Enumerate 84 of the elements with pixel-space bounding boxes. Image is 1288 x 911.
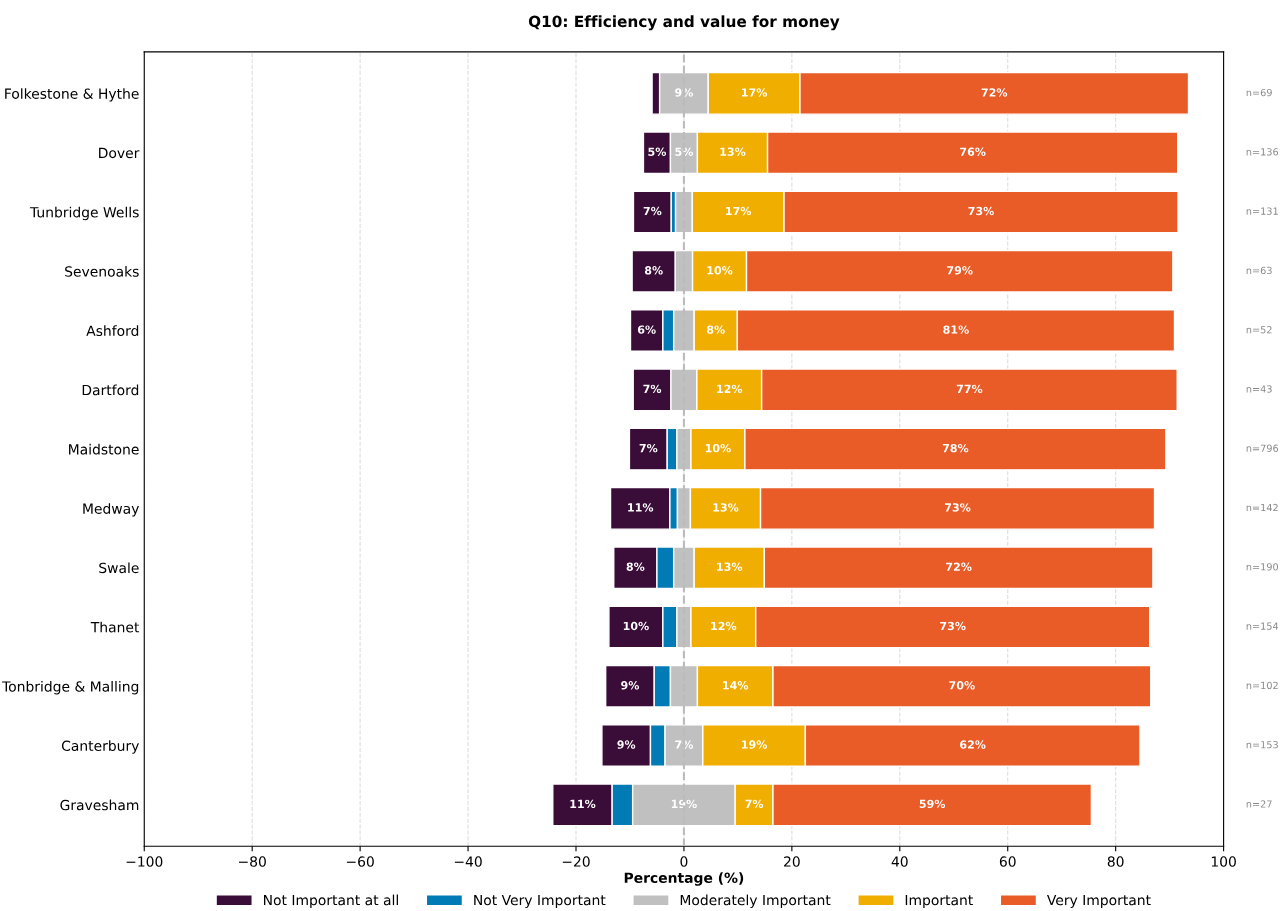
data-label: 72% xyxy=(946,562,972,571)
data-label: 13% xyxy=(717,562,743,571)
data-label: 73% xyxy=(940,621,966,631)
bar xyxy=(632,190,672,234)
data-label: 8% xyxy=(707,325,725,334)
data-label: 7% xyxy=(639,443,658,453)
y-tick-label: Tonbridge & Malling xyxy=(2,680,139,695)
y-tick-label: Maidstone xyxy=(69,443,139,455)
text: n=63 xyxy=(1246,266,1272,275)
data-label: 10% xyxy=(707,266,733,275)
y-tick-label: Canterbury xyxy=(61,740,139,754)
data-label: 59% xyxy=(919,799,946,809)
y-tick-label: Tunbridge Wells xyxy=(29,206,139,221)
legend-label: Not Very Important xyxy=(474,894,606,909)
y-tick-label: Gravesham xyxy=(60,799,139,811)
data-label: 7% xyxy=(643,384,662,394)
y-tick-label: Dartford xyxy=(82,384,139,396)
data-label: 19% xyxy=(742,740,768,749)
data-label: 62% xyxy=(960,740,986,749)
data-label: 14% xyxy=(723,681,749,690)
y-tick-label: Medway xyxy=(83,503,139,517)
data-label: 5% xyxy=(675,147,694,156)
data-label: 7% xyxy=(745,799,764,809)
x-tick-label: −20 xyxy=(562,856,590,867)
data-label: 11% xyxy=(628,503,654,512)
data-label: 10% xyxy=(623,621,649,631)
text: n=190 xyxy=(1246,563,1279,571)
text: n=153 xyxy=(1246,741,1278,749)
data-label: 17% xyxy=(742,88,768,97)
x-tick-label: −60 xyxy=(346,856,374,867)
data-label: 11% xyxy=(570,799,596,809)
data-label: 9% xyxy=(617,740,636,749)
y-tick-label: Dover xyxy=(99,147,140,159)
x-tick-label: 20 xyxy=(784,856,800,867)
text: n=69 xyxy=(1246,88,1272,97)
text: n=102 xyxy=(1246,681,1278,690)
data-label: 12% xyxy=(711,621,737,631)
x-tick-label: −100 xyxy=(126,856,163,867)
data-label: 17% xyxy=(726,206,752,216)
data-label: 7% xyxy=(643,206,662,216)
data-label: 73% xyxy=(968,206,994,216)
data-label: 70% xyxy=(949,681,975,690)
y-tick-label: Thanet xyxy=(90,621,140,633)
data-label: 76% xyxy=(960,147,986,156)
data-label: 13% xyxy=(720,147,746,156)
data-label: 81% xyxy=(943,325,969,334)
data-label: 77% xyxy=(956,384,983,394)
legend-label: Moderately Important xyxy=(680,894,831,909)
text: n=136 xyxy=(1246,148,1279,156)
text: n=154 xyxy=(1246,622,1279,630)
text: n=27 xyxy=(1246,800,1272,808)
text: n=131 xyxy=(1246,207,1278,215)
y-tick-label: Ashford xyxy=(86,325,139,337)
text: n=52 xyxy=(1246,326,1272,334)
legend-label: Very Important xyxy=(1046,894,1151,909)
data-label: 79% xyxy=(947,266,973,275)
data-label: 73% xyxy=(944,503,971,512)
x-tick-label: 100 xyxy=(1211,856,1236,867)
y-tick-label: Swale xyxy=(99,562,139,574)
data-label: 72% xyxy=(981,88,1008,97)
data-label: 6% xyxy=(637,325,656,334)
x-tick-label: 0 xyxy=(680,856,688,867)
chart-title: Q10: Efficiency and value for money xyxy=(528,15,840,31)
data-label: 9% xyxy=(621,681,640,690)
legend-label: Important xyxy=(905,894,973,909)
y-tick-label: Sevenoaks xyxy=(65,266,139,277)
x-tick-label: −40 xyxy=(454,856,482,867)
data-label: 12% xyxy=(717,384,743,394)
data-label: 5% xyxy=(648,147,667,156)
data-label: 10% xyxy=(705,443,731,453)
y-tick-label: Folkestone & Hythe xyxy=(5,88,139,102)
x-tick-label: 80 xyxy=(1107,856,1124,867)
text: n=142 xyxy=(1246,503,1278,512)
data-label: 8% xyxy=(626,562,645,571)
data-label: 78% xyxy=(942,443,969,453)
x-tick-label: −80 xyxy=(239,856,266,867)
x-axis-title: Percentage (%) xyxy=(624,872,744,886)
legend-label: Not Important at all xyxy=(264,894,398,909)
text: n=43 xyxy=(1246,385,1272,393)
text: n=796 xyxy=(1246,444,1279,452)
data-label: 13% xyxy=(713,503,739,512)
x-tick-label: 40 xyxy=(891,856,908,867)
data-label: 8% xyxy=(644,266,663,275)
x-tick-label: 60 xyxy=(999,856,1016,867)
